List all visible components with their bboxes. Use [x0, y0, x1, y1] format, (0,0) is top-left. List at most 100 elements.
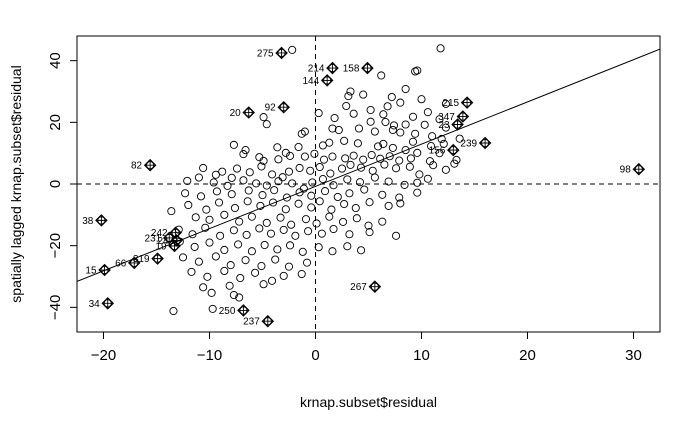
- data-point: [247, 212, 256, 221]
- data-point: [229, 290, 238, 300]
- point-label: 34: [89, 299, 101, 310]
- influential-point: [460, 96, 474, 109]
- data-point: [365, 198, 374, 207]
- data-point: [259, 280, 268, 289]
- data-point: [376, 154, 385, 163]
- data-point: [229, 140, 238, 149]
- data-point: [355, 178, 365, 187]
- point-label: 82: [131, 161, 143, 172]
- data-point: [257, 162, 266, 171]
- data-point: [274, 177, 283, 186]
- data-point: [408, 112, 418, 121]
- data-point: [368, 166, 377, 175]
- point-label: 66: [115, 258, 127, 269]
- influential-point: [451, 118, 464, 131]
- data-point: [317, 229, 326, 238]
- data-point: [294, 142, 303, 152]
- point-label: 237: [243, 317, 260, 328]
- data-point: [291, 231, 300, 240]
- data-point: [349, 151, 358, 160]
- point-label: 250: [219, 306, 236, 317]
- data-point: [333, 192, 342, 201]
- data-point: [286, 241, 295, 250]
- data-point: [310, 149, 319, 158]
- data-point: [384, 177, 393, 186]
- data-point: [413, 178, 422, 187]
- point-label: 23: [438, 120, 450, 131]
- data-point: [342, 101, 351, 111]
- influential-point: [237, 304, 250, 317]
- y-tick-label: 40: [47, 52, 64, 69]
- data-point: [260, 240, 269, 250]
- data-point: [377, 71, 386, 80]
- point-label: 231: [145, 233, 162, 244]
- data-point: [297, 269, 306, 279]
- data-point: [423, 108, 432, 117]
- point-label: 19: [155, 241, 167, 252]
- data-point: [379, 139, 388, 148]
- data-point: [329, 224, 338, 234]
- data-point: [244, 186, 253, 195]
- data-point: [387, 93, 396, 102]
- data-point: [441, 99, 450, 108]
- data-point: [411, 129, 420, 138]
- data-point: [273, 143, 282, 152]
- data-point: [252, 179, 261, 188]
- data-point: [242, 230, 251, 239]
- data-point: [178, 253, 188, 262]
- data-point: [241, 146, 250, 155]
- point-label: 158: [343, 64, 360, 75]
- data-point: [405, 162, 414, 171]
- data-point: [229, 226, 238, 235]
- data-point: [227, 190, 236, 199]
- data-point: [423, 174, 432, 183]
- data-point: [300, 152, 309, 161]
- data-point: [320, 187, 330, 196]
- point-label: 214: [308, 64, 325, 75]
- data-point: [288, 179, 297, 188]
- data-point: [194, 173, 203, 182]
- point-label: 242: [151, 228, 168, 239]
- data-point: [236, 273, 245, 283]
- data-point: [337, 164, 347, 173]
- data-point: [255, 224, 264, 233]
- data-point: [367, 150, 376, 160]
- data-point: [441, 165, 450, 174]
- data-point: [420, 120, 429, 129]
- point-label: 239: [460, 138, 477, 149]
- data-point: [211, 252, 220, 261]
- data-point: [295, 188, 304, 197]
- data-point: [341, 154, 350, 163]
- data-point: [269, 198, 278, 207]
- data-point: [258, 191, 267, 200]
- data-point: [346, 160, 355, 169]
- data-point: [406, 154, 415, 163]
- data-point: [318, 175, 327, 184]
- data-point: [378, 217, 387, 226]
- data-point: [243, 197, 252, 206]
- x-axis: −20 −10 0 10 20 30: [91, 331, 642, 364]
- data-point: [181, 189, 190, 198]
- data-point: [274, 155, 283, 164]
- data-point: [351, 203, 360, 213]
- influential-point: [368, 280, 382, 293]
- data-point: [300, 127, 309, 136]
- data-point: [294, 199, 303, 208]
- influential-point: [151, 252, 164, 265]
- data-point: [281, 205, 290, 214]
- x-tick-label: −20: [91, 347, 116, 364]
- point-label: 20: [230, 108, 242, 119]
- data-point: [395, 156, 404, 165]
- data-point: [346, 87, 355, 96]
- data-point: [295, 163, 304, 173]
- data-point: [319, 155, 329, 164]
- data-point: [364, 221, 373, 230]
- data-point: [401, 120, 410, 129]
- influential-point: [326, 61, 339, 75]
- influential-point: [478, 136, 492, 150]
- data-point: [435, 149, 444, 158]
- y-axis: −40 −20 0 20 40: [47, 52, 78, 320]
- influential-point: [127, 256, 141, 270]
- data-point: [233, 164, 242, 173]
